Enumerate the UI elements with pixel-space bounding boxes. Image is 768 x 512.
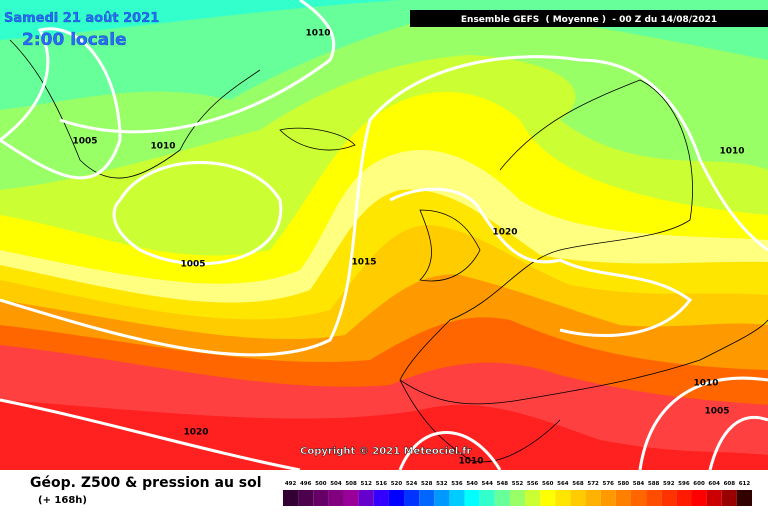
isobar-label: 1010: [693, 379, 718, 389]
scale-label: 600: [693, 481, 705, 487]
forecast-hour: (+ 168h): [38, 495, 87, 506]
scale-swatch: [479, 490, 495, 506]
scale-label: 612: [739, 481, 751, 487]
scale-label: 496: [300, 481, 312, 487]
isobar-label: 1005: [72, 137, 97, 147]
scale-swatch: [328, 490, 344, 506]
isobar-label: 1010: [458, 457, 483, 467]
scale-label: 492: [285, 481, 297, 487]
isobar-label: 1010: [719, 147, 744, 157]
scale-swatch: [404, 490, 420, 506]
scale-label: 532: [436, 481, 448, 487]
scale-label: 576: [603, 481, 615, 487]
scale-label: 540: [466, 481, 478, 487]
date: Samedi 21 août 2021: [4, 11, 159, 26]
scale-swatch: [283, 490, 299, 506]
scale-label: 508: [345, 481, 357, 487]
field: [0, 0, 768, 471]
scale-swatch: [464, 490, 480, 506]
scale-swatch: [525, 490, 541, 506]
scale-swatch: [540, 490, 556, 506]
scale-label: 544: [481, 481, 493, 487]
scale-swatch: [358, 490, 374, 506]
scale-label: 580: [618, 481, 630, 487]
scale-label: 528: [421, 481, 433, 487]
scale-swatch: [721, 490, 737, 506]
run-title: Ensemble GEFS ( Moyenne ) - 00 Z du 14/0…: [461, 15, 717, 25]
scale-label: 552: [512, 481, 524, 487]
isobar-label: 1005: [704, 407, 729, 417]
isobar-label: 1020: [183, 428, 208, 438]
scale-swatch: [419, 490, 435, 506]
scale-label: 536: [451, 481, 463, 487]
scale-label: 564: [557, 481, 569, 487]
scale-label: 608: [724, 481, 736, 487]
scale-swatch: [494, 490, 510, 506]
scale-swatch: [600, 490, 616, 506]
scale-swatch: [676, 490, 692, 506]
isobar-label: 1005: [180, 260, 205, 270]
isobar-label: 1010: [150, 142, 175, 152]
isobar-label: 1015: [351, 258, 376, 268]
scale-label: 524: [406, 481, 418, 487]
scale-label: 548: [497, 481, 509, 487]
scale-swatch: [585, 490, 601, 506]
scale-label: 596: [678, 481, 690, 487]
scale-swatch: [661, 490, 677, 506]
scale-label: 604: [708, 481, 720, 487]
scale-label: 520: [391, 481, 403, 487]
scale-swatch: [706, 490, 722, 506]
scale-swatch: [434, 490, 450, 506]
scale-swatch: [736, 490, 752, 506]
color-scale: 492 496 500 504 508 512 516 520 524 528 532 536 540 5…: [283, 481, 752, 506]
scale-label: 592: [663, 481, 675, 487]
caption: Géop. Z500 & pression au sol: [30, 475, 262, 491]
isobar-label: 1010: [305, 29, 330, 39]
scale-swatch: [630, 490, 647, 506]
title-bar: [410, 10, 768, 27]
scale-swatch: [509, 490, 526, 506]
scale-label: 584: [633, 481, 645, 487]
scale-label: 588: [648, 481, 660, 487]
isobars: [0, 0, 768, 472]
local-time: 2:00 locale: [22, 30, 127, 50]
copyright: Copyright © 2021 Meteociel.fr: [300, 446, 471, 457]
scale-swatch: [449, 490, 465, 506]
scale-swatch: [615, 490, 631, 506]
scale-label: 556: [527, 481, 539, 487]
scale-label: 512: [360, 481, 372, 487]
scale-label: 500: [315, 481, 327, 487]
scale-swatch: [343, 490, 359, 506]
scale-label: 516: [376, 481, 388, 487]
scale-label: 504: [330, 481, 342, 487]
scale-label: 560: [542, 481, 554, 487]
isobar-label: 1020: [492, 228, 517, 238]
scale-swatch: [388, 490, 405, 506]
isobar-labels: 1010 1005 1010 1005 1015 1020 1010 1010 …: [72, 29, 744, 467]
scale-swatch: [691, 490, 707, 506]
scale-label: 572: [587, 481, 599, 487]
scale-label: 568: [572, 481, 584, 487]
scale-swatch: [570, 490, 586, 506]
scale-swatch: [313, 490, 329, 506]
scale-swatch: [298, 490, 314, 506]
scale-swatch: [373, 490, 389, 506]
coastlines: [9, 39, 768, 463]
scale-swatch: [646, 490, 662, 506]
scale-swatch: [555, 490, 571, 506]
